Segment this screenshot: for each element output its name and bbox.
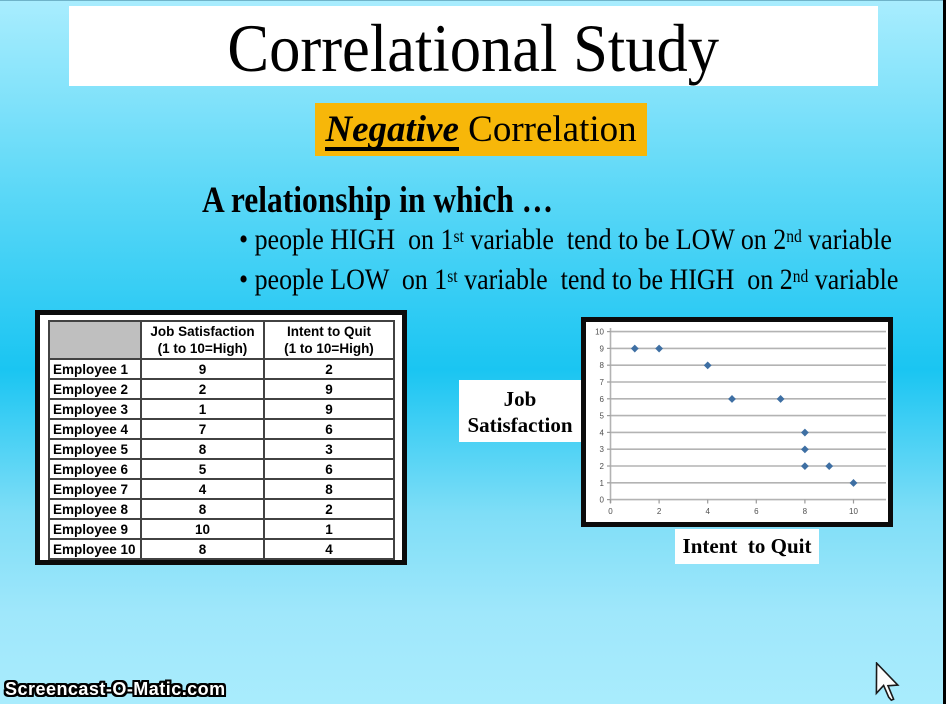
svg-text:4: 4 <box>705 507 710 516</box>
svg-text:10: 10 <box>595 328 604 337</box>
svg-text:9: 9 <box>600 344 605 353</box>
svg-text:10: 10 <box>849 507 858 516</box>
svg-text:4: 4 <box>600 428 605 437</box>
svg-text:6: 6 <box>754 507 759 516</box>
svg-text:8: 8 <box>803 507 808 516</box>
svg-text:2: 2 <box>657 507 662 516</box>
svg-text:1: 1 <box>600 479 605 488</box>
svg-text:6: 6 <box>600 395 605 404</box>
svg-text:8: 8 <box>600 361 605 370</box>
svg-text:0: 0 <box>608 507 613 516</box>
svg-text:0: 0 <box>600 496 605 505</box>
svg-text:2: 2 <box>600 462 605 471</box>
svg-text:5: 5 <box>600 412 605 421</box>
svg-text:7: 7 <box>600 378 605 387</box>
svg-text:3: 3 <box>600 445 605 454</box>
